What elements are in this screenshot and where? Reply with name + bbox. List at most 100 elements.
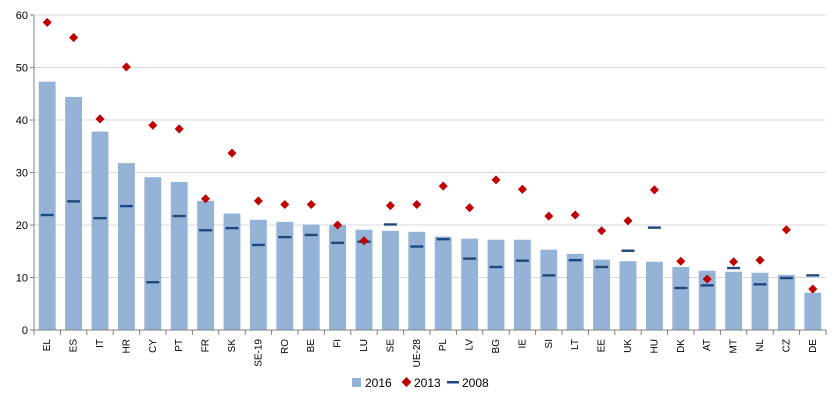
legend-label-2013: 2013 bbox=[414, 376, 441, 390]
y-tick-label: 10 bbox=[16, 273, 28, 285]
bar-2016-se bbox=[381, 230, 399, 330]
x-category-label: DK bbox=[676, 339, 687, 353]
dash-2008-ee bbox=[595, 265, 609, 269]
axes bbox=[30, 14, 827, 335]
x-category-label: UE-28 bbox=[412, 339, 423, 368]
bar-2016-fr bbox=[197, 200, 215, 330]
bar-2016-be bbox=[302, 224, 320, 330]
x-category-label: LV bbox=[465, 339, 476, 351]
legend-swatch-2016 bbox=[352, 378, 361, 387]
dash-2008-sk bbox=[225, 226, 239, 230]
bar-2016-mt bbox=[725, 271, 743, 330]
bar-2016-bg bbox=[487, 239, 505, 330]
x-category-label: NL bbox=[755, 339, 766, 352]
x-category-label: SE-19 bbox=[253, 339, 264, 367]
bar-2016-fi bbox=[329, 225, 347, 330]
diamond-2013-pl bbox=[438, 181, 448, 191]
y-tick-label: 30 bbox=[16, 168, 28, 180]
bar-2016-pt bbox=[170, 181, 188, 330]
x-category-label: SK bbox=[227, 339, 238, 353]
diamond-2013-sk bbox=[227, 148, 237, 158]
dash-2008-se-19 bbox=[251, 243, 265, 247]
dash-2008-ro bbox=[278, 235, 292, 239]
dash-2008-el bbox=[40, 213, 54, 217]
bar-2016-pl bbox=[434, 236, 452, 330]
dash-2008-bg bbox=[489, 265, 503, 269]
diamond-2013-si bbox=[544, 211, 554, 221]
x-category-label: FI bbox=[333, 339, 344, 348]
dash-2008-fi bbox=[331, 241, 345, 245]
x-category-label: CZ bbox=[781, 339, 792, 352]
dash-2008-pt bbox=[172, 214, 186, 218]
bar-2016-es bbox=[65, 96, 83, 331]
bar-2016-lt bbox=[566, 253, 584, 330]
diamond-2013-be bbox=[306, 199, 316, 210]
dash-2008-lv bbox=[463, 257, 477, 260]
bar-2016-si bbox=[540, 249, 558, 330]
dash-2008-be bbox=[304, 233, 318, 237]
bar-2016-nl bbox=[751, 272, 769, 330]
x-axis-category-labels: EL ES IT HR CY PT FR SK SE-19 RO BE FI LU SE UE-28 PL LV… bbox=[42, 339, 819, 368]
dash-2008-de bbox=[806, 274, 820, 277]
bar-2016-lu bbox=[355, 229, 373, 330]
dash-2008-mt bbox=[727, 266, 741, 270]
legend-swatch-2013 bbox=[401, 377, 412, 387]
y-tick-label: 40 bbox=[16, 115, 28, 127]
x-category-label: HR bbox=[121, 339, 132, 353]
diamond-2013-mt bbox=[729, 257, 739, 267]
y-tick-label: 50 bbox=[16, 63, 28, 75]
x-category-label: PT bbox=[174, 339, 185, 352]
dash-2008-lt bbox=[568, 258, 582, 262]
y-tick-label: 0 bbox=[22, 325, 28, 337]
diamond-2013-es bbox=[69, 33, 79, 43]
diamond-2013-nl bbox=[755, 255, 765, 265]
x-category-label: PL bbox=[438, 339, 449, 352]
legend-label-2016: 2016 bbox=[365, 376, 392, 390]
dash-2008-dk bbox=[674, 286, 688, 290]
dash-2008-pl bbox=[436, 237, 450, 241]
x-category-label: MT bbox=[729, 339, 740, 353]
diamond-2013-cz bbox=[781, 225, 791, 235]
x-category-label: IT bbox=[95, 339, 106, 348]
y-axis-tick-labels: 0 10 20 30 40 50 60 bbox=[16, 10, 28, 337]
diamond-2013-cy bbox=[148, 120, 158, 130]
gridlines bbox=[34, 14, 826, 278]
diamond-2013-bg bbox=[491, 175, 501, 185]
dash-2008-uk bbox=[621, 249, 635, 252]
x-category-label: DE bbox=[808, 339, 819, 353]
bar-2016-uk bbox=[619, 261, 637, 330]
dash-2008-ie bbox=[515, 259, 529, 262]
legend-label-2008: 2008 bbox=[462, 376, 489, 390]
diamond-2013-se-19 bbox=[253, 196, 263, 206]
x-category-label: EL bbox=[42, 339, 53, 352]
bar-2016-ie bbox=[513, 239, 531, 330]
x-category-label: RO bbox=[280, 339, 291, 354]
x-category-label: IE bbox=[517, 339, 528, 349]
diamond-2013-hr bbox=[121, 62, 131, 72]
x-category-label: UK bbox=[623, 339, 634, 353]
bar-2016-dk bbox=[672, 267, 690, 330]
x-category-label: SI bbox=[544, 339, 555, 348]
bar-2016-se-19 bbox=[249, 219, 267, 330]
bar-2016-hu bbox=[645, 261, 663, 330]
x-category-label: ES bbox=[69, 339, 80, 353]
dash-2008-hr bbox=[119, 204, 133, 208]
diamond-2013-ro bbox=[280, 199, 290, 210]
dash-2008-se bbox=[383, 223, 397, 226]
dash-2008-si bbox=[542, 274, 556, 277]
bar-2016-ue-28 bbox=[408, 231, 426, 330]
diamond-2013-de bbox=[808, 284, 818, 294]
x-category-label: FR bbox=[201, 339, 212, 352]
bar-2016-cz bbox=[777, 274, 795, 330]
x-category-label: BE bbox=[306, 339, 317, 353]
y-tick-label: 20 bbox=[16, 220, 28, 232]
diamond-2013-ee bbox=[597, 226, 607, 236]
dash-2008-at bbox=[700, 284, 714, 287]
diamond-2013-hu bbox=[649, 185, 659, 195]
dash-2008-es bbox=[67, 200, 81, 203]
dash-2008-it bbox=[93, 216, 107, 220]
diamond-2013-it bbox=[95, 114, 105, 124]
diamond-2013-el bbox=[42, 17, 52, 27]
diamond-2013-se bbox=[385, 201, 395, 211]
